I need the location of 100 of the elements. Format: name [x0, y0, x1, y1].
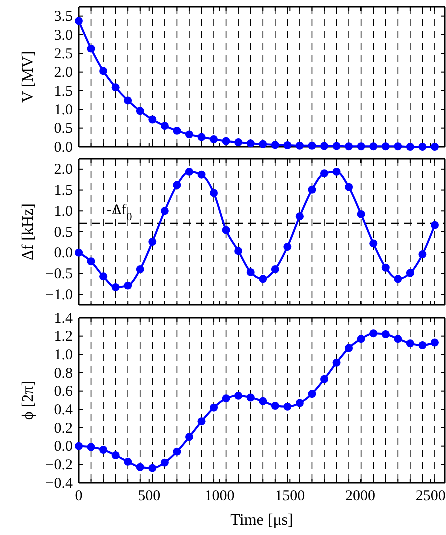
point: [357, 335, 366, 344]
point: [430, 338, 439, 347]
x-tick-label: 500: [138, 488, 161, 505]
y-tick-label: 1.0: [54, 347, 73, 364]
point: [382, 264, 390, 272]
point: [136, 463, 144, 472]
x-tick-label: 0: [75, 488, 83, 505]
point: [382, 142, 390, 151]
point: [173, 126, 182, 135]
point: [87, 258, 96, 266]
point: [332, 168, 341, 176]
y-axis-title: V [MV]: [20, 51, 37, 103]
y-tick-label: 0.6: [54, 384, 74, 400]
x-tick-label: 2000: [346, 488, 376, 505]
point: [418, 143, 427, 151]
y-tick-label: 2.0: [54, 65, 73, 82]
point: [210, 404, 218, 412]
point: [198, 133, 206, 142]
point: [185, 130, 194, 139]
point: [100, 272, 108, 281]
point: [394, 142, 402, 151]
point: [430, 221, 439, 230]
point: [234, 247, 243, 256]
y-tick-label: 0.0: [54, 246, 73, 262]
point: [173, 181, 182, 190]
point: [308, 142, 316, 150]
y-tick-label: 1.4: [54, 310, 74, 327]
y-tick-label: 0.5: [54, 224, 73, 241]
point: [222, 226, 230, 234]
point: [148, 464, 157, 472]
point: [345, 183, 354, 192]
point: [284, 243, 292, 251]
y-tick-label: 0.5: [54, 121, 73, 138]
point: [357, 210, 366, 218]
y-tick-label: 1.5: [54, 183, 73, 200]
point: [246, 394, 255, 402]
point: [124, 282, 132, 290]
point: [370, 240, 378, 248]
point: [332, 358, 341, 367]
point: [124, 96, 132, 105]
point: [75, 17, 83, 26]
point: [308, 390, 316, 398]
x-tick-label: 1000: [204, 488, 235, 505]
point: [210, 136, 218, 144]
point: [87, 44, 96, 53]
y-tick-label: −0.5: [46, 266, 73, 283]
point: [112, 452, 120, 460]
y-tick-label: 1.5: [54, 84, 73, 100]
point: [75, 248, 83, 257]
point: [198, 170, 206, 179]
y-tick-label: 1.0: [54, 204, 73, 220]
point: [271, 266, 280, 274]
point: [345, 142, 354, 151]
point: [246, 268, 255, 276]
x-tick-label: 1500: [275, 488, 306, 505]
point: [100, 67, 108, 76]
point: [406, 340, 414, 348]
y-tick-label: 3.5: [54, 9, 73, 26]
point: [418, 342, 427, 350]
point: [418, 250, 427, 259]
x-axis-title: Time [μs]: [230, 512, 294, 529]
point: [100, 446, 108, 454]
point: [222, 394, 230, 403]
point: [185, 433, 194, 442]
y-tick-label: −1.0: [46, 287, 73, 304]
y-tick-label: 0.8: [54, 366, 73, 382]
y-axis-title: ϕ [2π]: [20, 380, 37, 420]
y-tick-label: −0.2: [46, 457, 73, 474]
point: [320, 170, 328, 178]
point: [271, 402, 280, 410]
point: [185, 168, 194, 176]
point: [296, 399, 304, 408]
point: [308, 186, 316, 194]
point: [160, 458, 169, 467]
point: [370, 330, 378, 338]
point: [271, 141, 280, 150]
point: [296, 142, 304, 150]
y-tick-label: −0.4: [46, 476, 74, 492]
y-tick-label: 2.5: [54, 46, 73, 62]
point: [406, 143, 414, 151]
point: [320, 375, 328, 384]
y-tick-label: 0.4: [54, 402, 74, 418]
point: [87, 443, 96, 452]
point: [246, 140, 255, 148]
y-tick-label: 0.2: [54, 420, 73, 437]
point: [259, 397, 268, 406]
point: [430, 143, 439, 151]
point: [320, 142, 328, 150]
point: [173, 448, 182, 456]
point: [394, 335, 402, 344]
y-tick-label: 0.0: [54, 140, 73, 156]
point: [406, 269, 414, 278]
point: [148, 238, 157, 246]
point: [357, 142, 366, 151]
point: [234, 138, 243, 146]
x-tick-label: 2500: [416, 488, 446, 505]
y-tick-label: 0.0: [54, 439, 73, 456]
point: [296, 212, 304, 221]
point: [234, 392, 243, 400]
point: [148, 116, 157, 124]
